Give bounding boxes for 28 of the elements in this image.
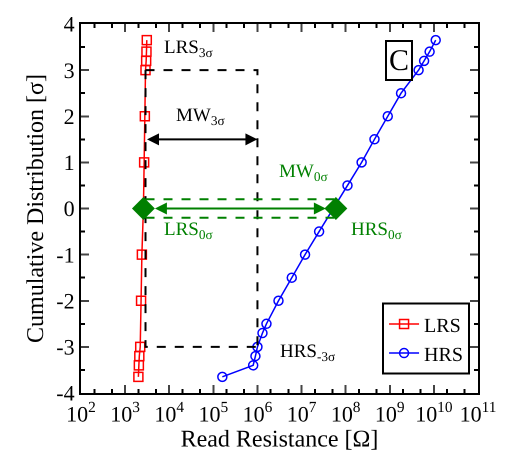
x-tick-label: 10$^{3}$: [110, 399, 140, 426]
x-tick-label: 10$^{5}$: [198, 399, 228, 426]
x-tick-label: 10$^{11}$: [460, 399, 496, 426]
y-tick-label: 0: [64, 196, 75, 222]
x-axis-title: Read Resistance [Ω]: [180, 426, 378, 452]
legend-label: HRS: [424, 344, 463, 366]
y-tick-label: 4: [64, 12, 75, 37]
x-tick-label: 10$^{4}$: [154, 399, 184, 426]
annotation: MW$_{3σ}$: [176, 105, 225, 128]
annotation: HRS$_{-3σ}$: [280, 341, 336, 364]
annotation: LRS$_{0σ}$: [164, 219, 213, 242]
y-tick-label: 1: [64, 150, 75, 176]
y-tick-label: 2: [64, 104, 75, 129]
annotation: LRS$_{3σ}$: [164, 37, 213, 60]
x-tick-label: 10$^{6}$: [242, 399, 273, 426]
x-tick-label: 10$^{10}$: [415, 399, 453, 426]
annotation: C: [389, 44, 410, 77]
y-tick-label: -3: [56, 334, 75, 360]
x-tick-label: 10$^{9}$: [374, 399, 405, 426]
x-tick-label: 10$^{8}$: [330, 399, 361, 426]
annotation: MW$_{0σ}$: [279, 161, 328, 184]
y-tick-label: -2: [56, 288, 75, 314]
y-tick-label: 3: [64, 58, 75, 83]
legend-label: LRS: [424, 314, 461, 337]
y-tick-label: -1: [56, 242, 75, 268]
y-axis-title: Cumulative Distribution [σ]: [22, 74, 49, 343]
annotation: HRS$_{0σ}$: [351, 219, 402, 242]
x-tick-label: 10$^{7}$: [286, 399, 317, 426]
